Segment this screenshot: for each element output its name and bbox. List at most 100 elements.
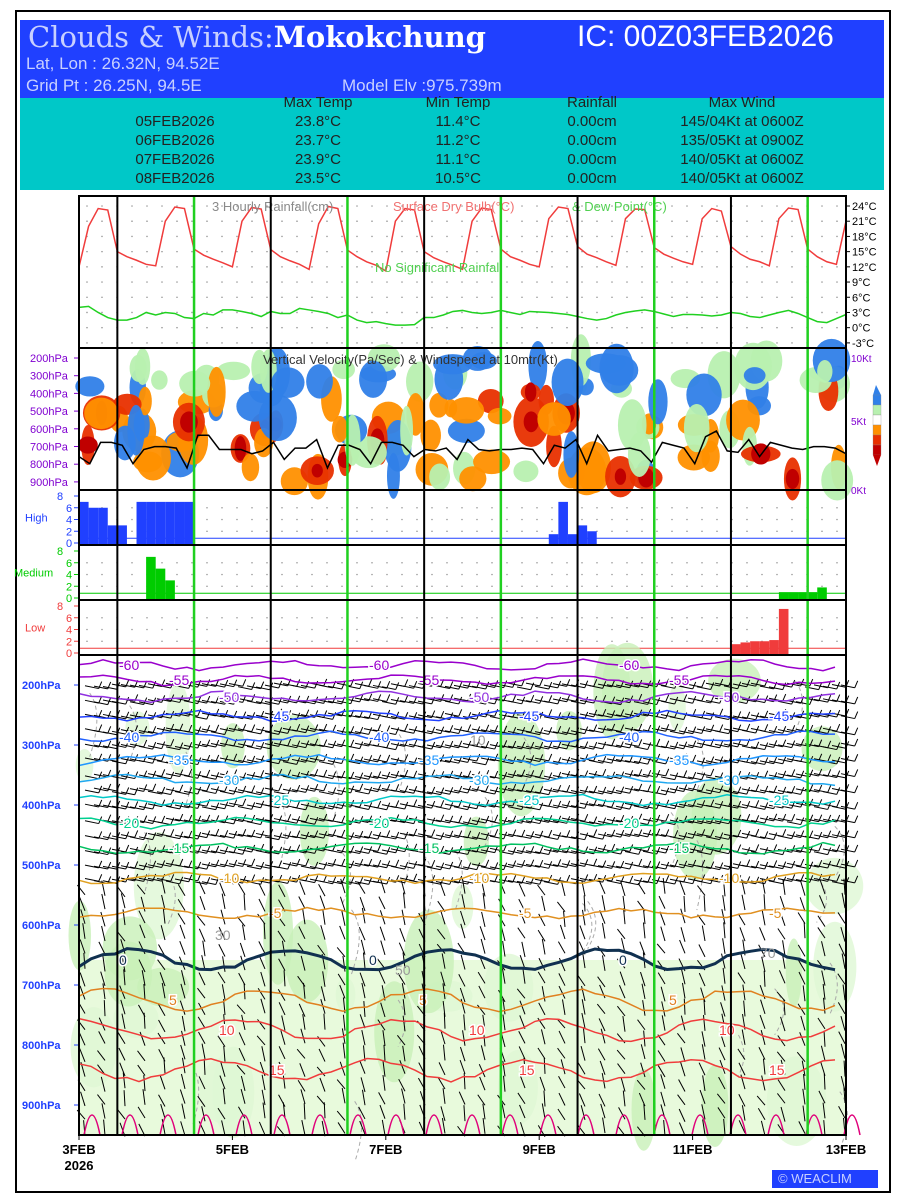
wind-barb-flag xyxy=(413,712,418,720)
wind-barb-flag xyxy=(359,694,364,703)
grid-dot xyxy=(296,573,298,576)
wind-barb xyxy=(663,1120,666,1136)
wind-barb-flag xyxy=(251,694,256,702)
colorbar-cell xyxy=(872,394,882,406)
grid-dot xyxy=(641,205,643,207)
wind-barb-flag xyxy=(251,724,256,732)
wind-barb xyxy=(273,804,288,808)
rainfall: 0.00cm xyxy=(567,132,617,149)
wind-barb xyxy=(342,1042,346,1059)
wind-barb xyxy=(714,730,729,735)
wind-barb-flag xyxy=(188,787,193,795)
wind-barb-flag xyxy=(620,786,625,794)
wind-barb-flag xyxy=(530,831,535,839)
wind-barb xyxy=(157,1003,166,1016)
wind-barb-flag xyxy=(539,802,544,810)
wind-barb xyxy=(111,683,126,688)
vv-blob xyxy=(429,463,451,490)
grid-dot xyxy=(626,235,628,238)
wind-barb xyxy=(283,970,286,987)
wind-barb xyxy=(480,833,495,837)
wind-barb-flag xyxy=(539,696,544,704)
wind-barb xyxy=(837,1002,846,1015)
wind-barb xyxy=(525,715,540,720)
grid-dot xyxy=(701,506,703,509)
wind-barb xyxy=(599,910,606,924)
wind-barb xyxy=(760,1030,766,1046)
wind-barb xyxy=(683,895,686,912)
wind-barb-flag xyxy=(413,786,418,794)
wind-barb-flag xyxy=(800,799,805,808)
grid-dot xyxy=(626,573,628,576)
temp-contour-line xyxy=(78,690,836,704)
wind-barb xyxy=(363,1001,366,1017)
wind-barb xyxy=(179,1089,186,1104)
grid-dot xyxy=(371,585,373,588)
wind-barb xyxy=(201,955,206,971)
vv-blob xyxy=(271,367,305,398)
wind-barb-flag xyxy=(395,770,400,779)
wind-barb xyxy=(687,776,702,781)
wind-barb-flag xyxy=(296,858,301,867)
wind-barb xyxy=(669,716,684,721)
wind-barb xyxy=(201,728,216,733)
grid-dot xyxy=(296,220,298,223)
wind-barb-flag xyxy=(548,772,553,780)
grid-dot xyxy=(221,235,223,238)
grid-dot xyxy=(296,266,298,268)
grid-dot xyxy=(296,342,298,344)
wind-barb xyxy=(228,818,243,823)
temp-contour-line xyxy=(78,947,836,972)
wind-barb xyxy=(318,716,333,720)
grid-dot xyxy=(656,205,658,207)
wind-barb xyxy=(210,774,225,779)
wind-barb xyxy=(516,728,531,733)
wind-barb xyxy=(157,959,166,971)
wind-barb-flag xyxy=(827,769,832,777)
vv-core xyxy=(524,382,537,402)
daily-summary-table: Max Temp Min Temp Rainfall Max Wind 05FEB202… xyxy=(20,94,884,190)
wind-barb xyxy=(543,1057,546,1074)
wind-barb-flag xyxy=(278,727,283,735)
wind-barb xyxy=(400,879,406,895)
wind-barb-flag xyxy=(629,770,634,778)
grid-dot xyxy=(326,530,328,533)
wind-barb-flag xyxy=(440,814,445,822)
grid-dot xyxy=(86,616,88,619)
grid-dot xyxy=(746,573,748,576)
wind-barb xyxy=(156,698,171,703)
wind-barb xyxy=(579,713,594,718)
grid-dot xyxy=(761,281,763,283)
grid-dot xyxy=(311,518,313,521)
wind-barb-flag xyxy=(134,861,139,869)
wind-barb-flag xyxy=(413,799,418,807)
wind-barb xyxy=(383,1044,386,1061)
wind-barb xyxy=(174,834,189,839)
wind-barb xyxy=(732,834,747,839)
wind-barb xyxy=(299,881,306,896)
wind-barb xyxy=(777,758,792,763)
grid-dot xyxy=(596,585,598,588)
grid-dot xyxy=(461,573,463,576)
row-date: 07FEB2026 xyxy=(135,151,215,168)
wind-barb xyxy=(579,699,594,704)
wind-barb xyxy=(359,1014,366,1029)
wind-barb-flag xyxy=(485,875,490,883)
wind-barb xyxy=(669,864,684,869)
wind-barb xyxy=(750,761,765,765)
grid-dot xyxy=(626,205,628,207)
wind-barb xyxy=(453,759,468,763)
wind-barb xyxy=(802,1088,806,1105)
wind-barb-flag xyxy=(143,784,148,792)
grid-dot xyxy=(401,220,403,223)
colorbar-cell xyxy=(872,444,882,456)
wind-barb-flag xyxy=(332,771,337,779)
wind-barb xyxy=(624,683,639,688)
wind-barb xyxy=(624,833,639,838)
wind-barb-flag xyxy=(746,859,751,867)
grid-dot xyxy=(671,235,673,238)
wind-barb-flag xyxy=(593,724,598,732)
wind-barb xyxy=(460,954,466,970)
wind-barb xyxy=(541,938,546,955)
wind-barb-flag xyxy=(440,710,445,719)
